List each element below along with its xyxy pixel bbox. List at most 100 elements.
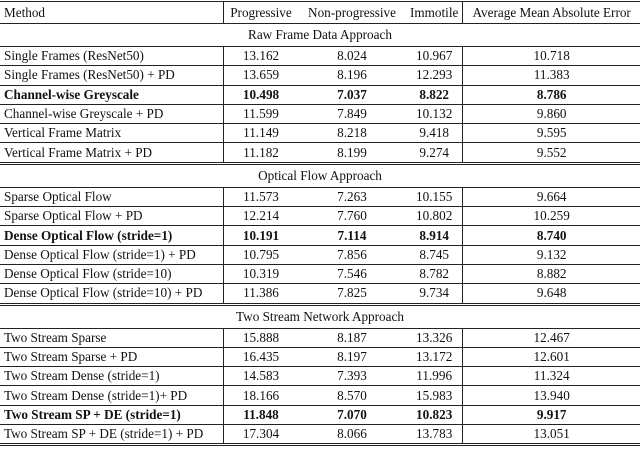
average-mae-cell: 8.786 — [462, 85, 640, 105]
method-cell: Channel-wise Greyscale + PD — [0, 104, 224, 125]
non-progressive-cell: 7.856 — [298, 245, 406, 265]
method-cell: Vertical Frame Matrix — [0, 123, 224, 144]
method-cell: Dense Optical Flow (stride=10) + PD — [0, 283, 224, 305]
section-header-row: Optical Flow Approach — [0, 161, 640, 188]
section-title: Raw Frame Data Approach — [0, 23, 640, 47]
average-mae-cell: 9.595 — [462, 123, 640, 144]
method-cell: Dense Optical Flow (stride=10) — [0, 264, 224, 285]
table-row: Dense Optical Flow (stride=10) 10.319 7.… — [0, 264, 640, 285]
table-row: Dense Optical Flow (stride=1) 10.191 7.1… — [0, 225, 640, 246]
progressive-cell: 12.214 — [223, 206, 298, 227]
non-progressive-cell: 7.849 — [298, 104, 406, 125]
non-progressive-cell: 7.070 — [298, 405, 406, 426]
average-mae-cell: 9.860 — [462, 104, 640, 125]
immotile-cell: 13.172 — [406, 347, 464, 368]
method-cell: Single Frames (ResNet50) — [0, 46, 224, 67]
table-row: Two Stream Sparse 15.888 8.187 13.326 12… — [0, 328, 640, 348]
table-row: Dense Optical Flow (stride=10) + PD 11.3… — [0, 283, 640, 305]
section-title: Optical Flow Approach — [0, 161, 640, 188]
progressive-cell: 11.386 — [223, 283, 298, 305]
method-cell: Single Frames (ResNet50) + PD — [0, 65, 224, 86]
table-row: Two Stream SP + DE (stride=1) + PD 17.30… — [0, 424, 640, 447]
method-cell: Vertical Frame Matrix + PD — [0, 142, 224, 164]
progressive-cell: 10.498 — [223, 85, 298, 105]
table-row: Two Stream Sparse + PD 16.435 8.197 13.1… — [0, 347, 640, 368]
table-row: Channel-wise Greyscale + PD 11.599 7.849… — [0, 104, 640, 125]
non-progressive-cell: 7.263 — [298, 187, 406, 208]
average-mae-cell: 10.718 — [462, 46, 640, 67]
non-progressive-cell: 7.393 — [298, 366, 406, 387]
progressive-cell: 11.149 — [223, 123, 298, 144]
immotile-cell: 10.802 — [406, 206, 464, 227]
non-progressive-cell: 8.066 — [298, 424, 406, 447]
average-mae-cell: 9.552 — [462, 142, 640, 164]
average-mae-cell: 9.917 — [462, 405, 640, 426]
progressive-cell: 16.435 — [223, 347, 298, 368]
method-cell: Sparse Optical Flow — [0, 187, 224, 208]
average-mae-cell: 8.882 — [462, 264, 640, 285]
progressive-cell: 11.599 — [223, 104, 298, 125]
progressive-cell: 11.182 — [223, 142, 298, 164]
progressive-cell: 10.795 — [223, 245, 298, 265]
average-mae-cell: 9.648 — [462, 283, 640, 305]
table-row: Sparse Optical Flow + PD 12.214 7.760 10… — [0, 206, 640, 227]
immotile-cell: 13.783 — [406, 424, 464, 447]
table-row: Sparse Optical Flow 11.573 7.263 10.155 … — [0, 187, 640, 208]
average-mae-cell: 13.051 — [462, 424, 640, 447]
method-cell: Dense Optical Flow (stride=1) — [0, 225, 224, 246]
immotile-cell: 8.822 — [406, 85, 464, 105]
table-row: Two Stream Dense (stride=1) 14.583 7.393… — [0, 366, 640, 387]
header-row: Method Progressive Non-progressive Immot… — [0, 1, 640, 24]
immotile-cell: 10.967 — [406, 46, 464, 67]
method-cell: Two Stream SP + DE (stride=1) — [0, 405, 224, 426]
progressive-cell: 11.848 — [223, 405, 298, 426]
average-mae-cell: 13.940 — [462, 385, 640, 406]
average-mae-cell: 9.132 — [462, 245, 640, 265]
immotile-cell: 9.418 — [406, 123, 464, 144]
average-mae-cell: 11.324 — [462, 366, 640, 387]
immotile-cell: 8.914 — [406, 225, 464, 246]
progressive-cell: 13.659 — [223, 65, 298, 86]
method-cell: Two Stream Sparse + PD — [0, 347, 224, 368]
progressive-cell: 17.304 — [223, 424, 298, 447]
non-progressive-cell: 7.546 — [298, 264, 406, 285]
non-progressive-cell: 8.218 — [298, 123, 406, 144]
section-header-row: Two Stream Network Approach — [0, 302, 640, 329]
non-progressive-cell: 8.197 — [298, 347, 406, 368]
header-average-mae: Average Mean Absolute Error — [462, 1, 640, 24]
immotile-cell: 8.782 — [406, 264, 464, 285]
immotile-cell: 9.274 — [406, 142, 464, 164]
progressive-cell: 13.162 — [223, 46, 298, 67]
immotile-cell: 12.293 — [406, 65, 464, 86]
progressive-cell: 10.319 — [223, 264, 298, 285]
non-progressive-cell: 8.024 — [298, 46, 406, 67]
method-cell: Channel-wise Greyscale — [0, 85, 224, 105]
method-cell: Two Stream Dense (stride=1) — [0, 366, 224, 387]
header-method: Method — [0, 1, 224, 24]
table-row: Two Stream SP + DE (stride=1) 11.848 7.0… — [0, 405, 640, 426]
header-immotile: Immotile — [406, 1, 464, 24]
table-row: Vertical Frame Matrix + PD 11.182 8.199 … — [0, 142, 640, 164]
immotile-cell: 13.326 — [406, 328, 464, 348]
average-mae-cell: 9.664 — [462, 187, 640, 208]
progressive-cell: 10.191 — [223, 225, 298, 246]
non-progressive-cell: 8.199 — [298, 142, 406, 164]
immotile-cell: 15.983 — [406, 385, 464, 406]
section-header-row: Raw Frame Data Approach — [0, 23, 640, 47]
method-cell: Dense Optical Flow (stride=1) + PD — [0, 245, 224, 265]
method-cell: Two Stream Sparse — [0, 328, 224, 348]
table-row: Vertical Frame Matrix 11.149 8.218 9.418… — [0, 123, 640, 144]
progressive-cell: 11.573 — [223, 187, 298, 208]
method-cell: Two Stream SP + DE (stride=1) + PD — [0, 424, 224, 447]
average-mae-cell: 10.259 — [462, 206, 640, 227]
average-mae-cell: 12.601 — [462, 347, 640, 368]
immotile-cell: 10.155 — [406, 187, 464, 208]
non-progressive-cell: 7.114 — [298, 225, 406, 246]
method-cell: Two Stream Dense (stride=1)+ PD — [0, 385, 224, 406]
non-progressive-cell: 8.196 — [298, 65, 406, 86]
table-row: Dense Optical Flow (stride=1) + PD 10.79… — [0, 245, 640, 265]
immotile-cell: 9.734 — [406, 283, 464, 305]
table-row: Channel-wise Greyscale 10.498 7.037 8.82… — [0, 85, 640, 105]
progressive-cell: 14.583 — [223, 366, 298, 387]
